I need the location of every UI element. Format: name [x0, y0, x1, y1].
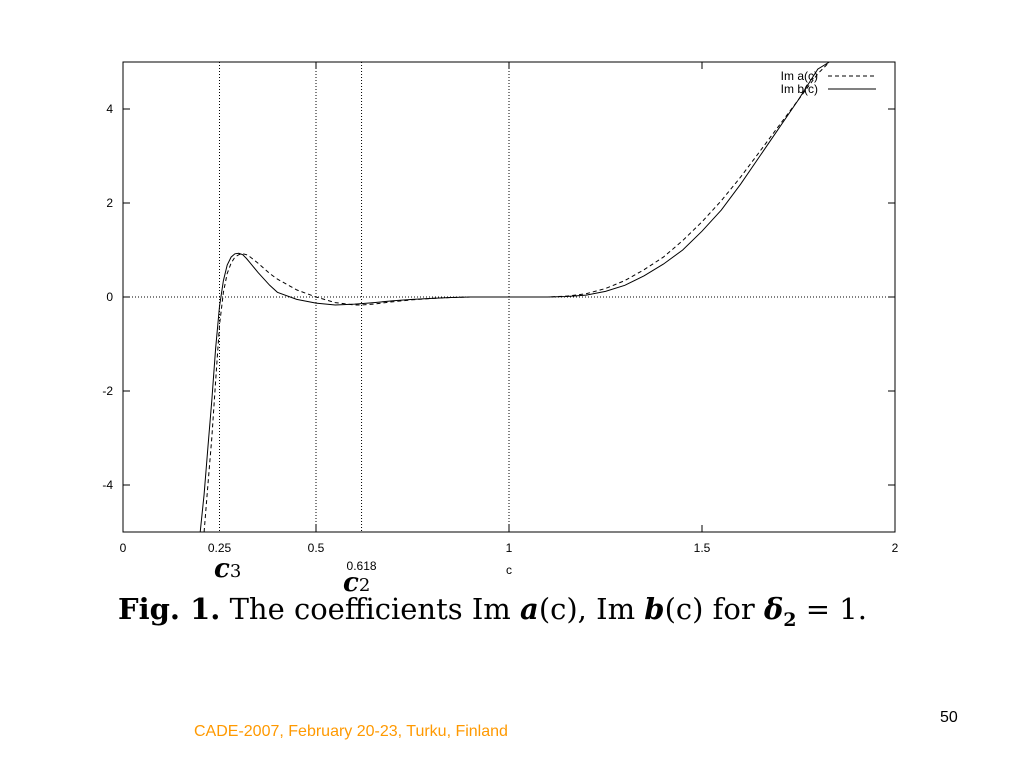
caption-text-2: (c), Im: [538, 592, 645, 626]
annotation-c2: c2: [343, 568, 370, 598]
series-line-1: [203, 62, 838, 532]
caption-fig-label: Fig. 1.: [118, 592, 221, 626]
y-tick-label: 4: [106, 102, 113, 116]
caption-text-4: = 1.: [796, 592, 867, 626]
x-tick-label: 0.5: [308, 541, 325, 555]
x-tick-label: 1.5: [694, 541, 711, 555]
caption-delta-sub: 2: [783, 608, 797, 631]
caption-b: b: [644, 592, 665, 626]
extra-tick-label: 0.618: [347, 559, 377, 573]
caption-delta: δ: [763, 592, 784, 626]
annotation-c2-letter: c: [343, 568, 359, 598]
tick-labels-layer: -4 -2 0 2 4 0 0.5 1 1.5 2 0.25 0.618 c: [102, 102, 898, 577]
series-layer: [199, 62, 838, 532]
y-tick-label: -4: [102, 478, 113, 492]
x-tick-label: 2: [892, 541, 899, 555]
annotation-c2-subscript: 2: [359, 575, 370, 596]
footer-text: CADE-2007, February 20-23, Turku, Finlan…: [194, 723, 508, 740]
y-tick-label: -2: [102, 384, 113, 398]
caption-text-3: (c) for: [664, 592, 764, 626]
legend-label-2: Im b(c): [781, 82, 818, 96]
x-tick-label: 1: [506, 541, 513, 555]
annotations-layer: c3 c2: [214, 554, 370, 598]
y-tick-label: 2: [106, 196, 113, 210]
ticks-layer: [122, 62, 896, 532]
extra-tick-label: 0.25: [208, 541, 232, 555]
annotation-c3: c3: [214, 554, 241, 584]
x-tick-label: 0: [120, 541, 127, 555]
x-axis-label: c: [506, 563, 512, 577]
caption-text-1: The coefficients Im: [220, 592, 521, 626]
annotation-c3-letter: c: [214, 554, 230, 584]
legend: Im a(c)Im b(c): [781, 69, 876, 96]
y-tick-label: 0: [106, 290, 113, 304]
figure-caption: Fig. 1. The coefficients Im a(c), Im b(c…: [118, 592, 918, 631]
legend-label-1: Im a(c): [781, 69, 818, 83]
caption-a: a: [520, 592, 539, 626]
annotation-c3-subscript: 3: [230, 561, 241, 582]
slide-number: 50: [940, 709, 958, 726]
series-line-2: [199, 62, 838, 532]
